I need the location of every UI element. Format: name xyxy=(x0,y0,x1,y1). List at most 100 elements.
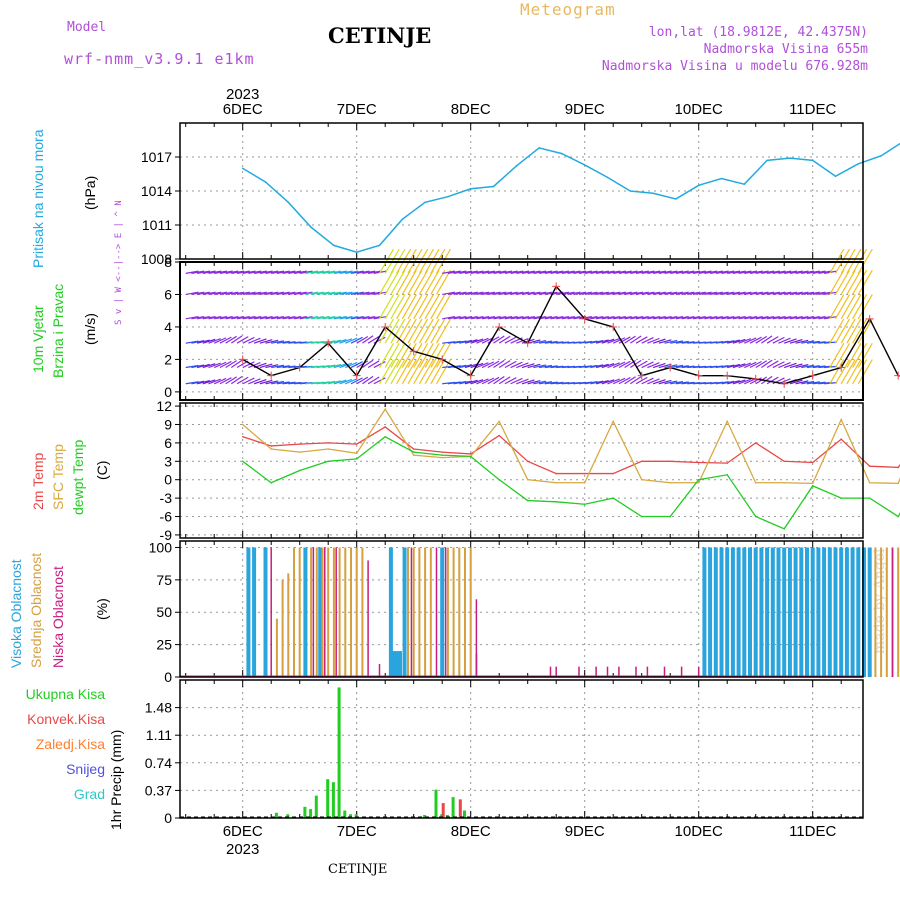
high-cloud-bar xyxy=(799,547,804,677)
total-precip-bar xyxy=(286,814,290,818)
wind-barb xyxy=(613,291,627,296)
sfc-temp-line-point xyxy=(441,456,444,459)
wind-barb xyxy=(430,318,446,344)
wind-barb xyxy=(362,315,376,320)
y-tick-label: 1011 xyxy=(142,217,172,233)
y-tick-label: 1008 xyxy=(141,251,172,267)
wind-barb xyxy=(282,365,296,369)
wind-barb xyxy=(618,270,632,274)
wind-barb xyxy=(658,339,672,344)
mid-cloud-bar xyxy=(281,579,284,677)
legend-hail: Grad xyxy=(73,786,105,802)
wind-barb xyxy=(618,291,632,296)
wind-speed-line xyxy=(242,285,900,385)
wind-barb xyxy=(738,362,752,369)
wind-barb xyxy=(401,318,417,344)
wind-barb xyxy=(772,336,785,344)
day-label-top: 10DEC xyxy=(675,101,724,118)
mid-cloud-bar xyxy=(885,547,888,677)
wind-barb xyxy=(715,340,729,344)
wind-barb xyxy=(840,294,856,320)
wind-barb xyxy=(778,291,792,296)
pressure-point xyxy=(720,177,723,180)
wind-barb xyxy=(487,360,500,369)
day-label-top: 11DEC xyxy=(789,101,836,118)
pressure-point xyxy=(515,165,518,167)
wind-barb xyxy=(652,362,666,369)
wind-barb xyxy=(282,315,296,320)
wind-barb xyxy=(481,315,496,320)
wind-barb xyxy=(219,270,233,274)
wind-barb xyxy=(510,270,524,274)
wind-barb xyxy=(544,315,558,320)
y-tick-label: 9 xyxy=(164,416,172,432)
wind-barb xyxy=(658,363,672,369)
wind-barb xyxy=(590,364,604,369)
wind-barb xyxy=(561,315,575,320)
wind-speed-point xyxy=(238,355,247,364)
high-cloud-bar xyxy=(730,547,735,677)
wind-barb xyxy=(806,365,820,369)
y-tick-label: 12 xyxy=(156,398,172,414)
wind-barb xyxy=(789,315,803,320)
wind-barb xyxy=(299,270,313,274)
wind-barb xyxy=(447,291,461,296)
wind-barb xyxy=(652,338,666,344)
wind-barb xyxy=(801,291,815,296)
wind-barb xyxy=(493,291,507,296)
pressure-point xyxy=(629,190,632,192)
wind-barb xyxy=(539,381,553,385)
wind-barb xyxy=(840,359,856,385)
temp2m-line-point xyxy=(270,445,273,447)
wind-barb xyxy=(761,291,775,296)
wind-barb xyxy=(766,336,779,344)
wind-barb xyxy=(435,269,452,295)
wind-barb xyxy=(652,291,667,296)
wind-barb xyxy=(345,315,359,320)
wind-barb xyxy=(778,361,791,369)
wind-barb xyxy=(601,338,615,344)
high-cloud-bar xyxy=(702,547,707,677)
wind-barb xyxy=(607,291,621,296)
wind-barb xyxy=(738,378,752,385)
wind-barb xyxy=(213,361,227,369)
wind-barb xyxy=(550,270,564,274)
wind-barb xyxy=(242,270,256,274)
sfc-temp-line-point xyxy=(840,418,842,421)
wind-barb xyxy=(362,375,374,385)
wind-barb xyxy=(316,315,330,320)
wind-barb xyxy=(418,294,434,320)
wind-barb xyxy=(407,359,423,385)
wind-barb xyxy=(647,291,661,296)
wind-barb xyxy=(191,291,205,296)
total-precip-bar xyxy=(274,812,278,818)
wind-barb xyxy=(310,270,325,274)
wind-barb xyxy=(516,362,529,369)
dewpt-line-point xyxy=(412,451,415,453)
wind-barb xyxy=(407,294,423,320)
y-tick-label: 3 xyxy=(164,453,172,469)
wind-barb xyxy=(692,315,706,320)
temp2m-line-point xyxy=(669,460,671,463)
y-tick-label: 0 xyxy=(164,669,172,685)
wind-speed-point xyxy=(837,363,846,372)
wind-barb xyxy=(378,318,395,344)
wind-barb xyxy=(829,318,845,344)
wind-barb xyxy=(852,294,868,320)
wind-barb xyxy=(857,359,873,385)
wind-barb xyxy=(812,365,826,369)
wind-barb xyxy=(652,315,667,320)
conv-precip-bar xyxy=(441,803,445,818)
total-precip-bar xyxy=(303,806,307,818)
wind-barb xyxy=(191,315,205,320)
sfc-temp-line-point xyxy=(355,452,358,455)
pressure-point xyxy=(333,244,335,247)
low-cloud-bar xyxy=(578,666,580,677)
wind-barb xyxy=(259,363,273,369)
wind-barb xyxy=(213,377,227,385)
wind-barb xyxy=(356,336,369,344)
wind-barb xyxy=(362,359,374,369)
wind-barb xyxy=(356,270,370,274)
wind-barb xyxy=(584,381,598,385)
wind-barb xyxy=(670,340,684,344)
